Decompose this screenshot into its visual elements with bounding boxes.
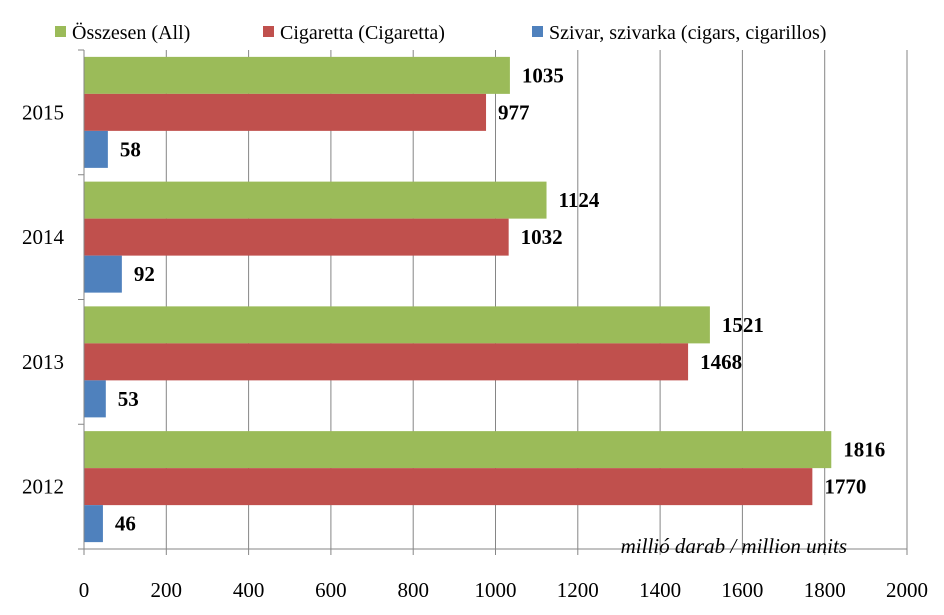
- gridlines: [165, 50, 908, 549]
- data-label: 1816: [843, 438, 885, 462]
- bar: [84, 130, 108, 168]
- bar: [84, 306, 710, 344]
- bar: [84, 343, 689, 381]
- x-tick-label: 0: [79, 578, 90, 602]
- legend-swatch: [263, 26, 274, 37]
- x-tick-label: 800: [397, 578, 429, 602]
- x-tick-label: 400: [233, 578, 265, 602]
- legend-entry: Cigaretta (Cigaretta): [280, 22, 445, 44]
- x-tick-label: 600: [315, 578, 347, 602]
- data-label: 1032: [521, 225, 563, 249]
- bar: [84, 431, 832, 469]
- legend: Összesen (All) Cigaretta (Cigaretta) Sziva…: [55, 21, 826, 44]
- bar: [84, 380, 106, 418]
- category-label: 2015: [22, 100, 64, 124]
- x-tick-label: 2000: [886, 578, 928, 602]
- x-tick-label: 1600: [721, 578, 763, 602]
- x-tick-label: 1800: [804, 578, 846, 602]
- x-tick-label: 1000: [475, 578, 517, 602]
- category-label: 2014: [22, 225, 65, 249]
- legend-swatch: [55, 26, 66, 37]
- data-label: 92: [134, 262, 155, 286]
- category-label: 2013: [22, 350, 64, 374]
- data-label: 1468: [700, 350, 742, 374]
- data-label: 53: [118, 387, 139, 411]
- bar: [84, 218, 509, 256]
- x-axis-ticks: 0 200 400 600 800 1000 1200 1400 1600 1800 2000: [79, 549, 928, 602]
- bar: [84, 181, 547, 219]
- data-label: 1770: [824, 475, 866, 499]
- x-tick-label: 1400: [639, 578, 681, 602]
- data-label: 46: [115, 512, 136, 536]
- legend-entry: Összesen (All): [72, 21, 190, 44]
- legend-swatch: [532, 26, 543, 37]
- bar: [84, 93, 487, 131]
- x-tick-label: 1200: [557, 578, 599, 602]
- category-labels: 2015 2014 2013 2012: [22, 49, 84, 550]
- data-label: 1124: [559, 188, 600, 212]
- data-label: 58: [120, 137, 141, 161]
- data-label: 1521: [722, 313, 764, 337]
- legend-entry: Szivar, szivarka (cigars, cigarillos): [549, 22, 826, 44]
- bar: [84, 255, 122, 293]
- unit-label: millió darab / million units: [621, 534, 847, 558]
- bar: [84, 468, 813, 506]
- bar: [84, 505, 103, 543]
- category-label: 2012: [22, 475, 64, 499]
- data-label: 1035: [522, 63, 564, 87]
- bars: [84, 56, 832, 543]
- data-labels: 1035 977 58 1124 1032 92 1521 1468 53 1816 1770 46: [115, 63, 885, 535]
- x-tick-label: 200: [151, 578, 183, 602]
- bar: [84, 56, 510, 94]
- data-label: 977: [498, 100, 530, 124]
